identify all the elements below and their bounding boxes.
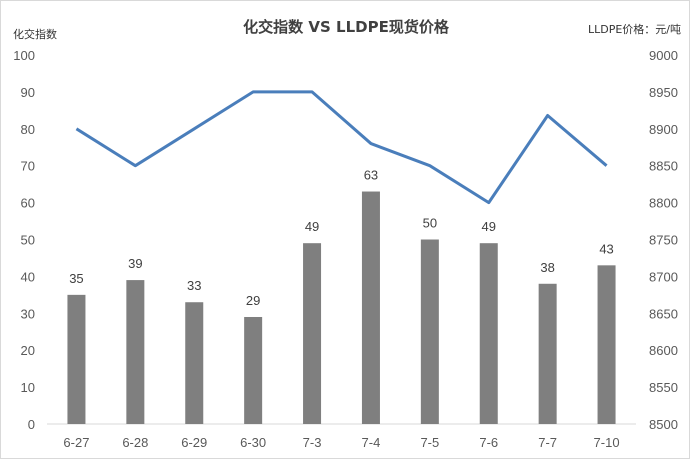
bar-data-labels: 35 39 33 29 49 63 50 49 38 43 bbox=[69, 168, 614, 308]
bar-data-label: 49 bbox=[305, 219, 319, 234]
chart-title: 化交指数 VS LLDPE现货价格 bbox=[243, 18, 450, 36]
right-tick-label: 8850 bbox=[649, 159, 678, 174]
bar-data-label: 39 bbox=[128, 256, 142, 271]
x-tick-label: 7-5 bbox=[420, 435, 439, 450]
left-tick-label: 70 bbox=[21, 159, 35, 174]
bar-series bbox=[67, 191, 616, 424]
left-tick-label: 40 bbox=[21, 269, 35, 284]
left-tick-label: 50 bbox=[21, 233, 35, 248]
left-tick-label: 10 bbox=[21, 380, 35, 395]
bar bbox=[479, 243, 498, 424]
bar-data-label: 33 bbox=[187, 278, 201, 293]
x-axis-ticks: 6-27 6-28 6-29 6-30 7-3 7-4 7-5 7-6 7-7 7-10 bbox=[63, 435, 619, 450]
left-axis-label: 化交指数 bbox=[13, 27, 57, 41]
right-tick-label: 8650 bbox=[649, 306, 678, 321]
left-tick-label: 100 bbox=[13, 48, 35, 63]
right-tick-label: 8750 bbox=[649, 233, 678, 248]
bar bbox=[126, 280, 145, 424]
right-tick-label: 8700 bbox=[649, 269, 678, 284]
right-axis-ticks: 8500 8550 8600 8650 8700 8750 8800 8850 8900 8950… bbox=[649, 48, 678, 432]
bar bbox=[361, 191, 380, 424]
x-tick-label: 6-29 bbox=[181, 435, 207, 450]
bar bbox=[67, 294, 86, 424]
left-tick-label: 20 bbox=[21, 343, 35, 358]
x-tick-label: 6-28 bbox=[122, 435, 148, 450]
right-tick-label: 8550 bbox=[649, 380, 678, 395]
x-tick-label: 6-27 bbox=[63, 435, 89, 450]
bar-data-label: 43 bbox=[599, 241, 613, 256]
bar bbox=[420, 239, 439, 424]
bar bbox=[303, 243, 322, 424]
line-series bbox=[75, 90, 608, 205]
bar bbox=[597, 265, 616, 424]
right-axis-label: LLDPE价格：元/吨 bbox=[588, 22, 681, 36]
bar-data-label: 63 bbox=[364, 168, 378, 183]
bar-data-label: 50 bbox=[423, 216, 437, 231]
right-tick-label: 8600 bbox=[649, 343, 678, 358]
x-tick-label: 7-10 bbox=[594, 435, 620, 450]
left-tick-label: 60 bbox=[21, 196, 35, 211]
right-tick-label: 8950 bbox=[649, 85, 678, 100]
bar-data-label: 49 bbox=[482, 219, 496, 234]
left-tick-label: 80 bbox=[21, 122, 35, 137]
bar-data-label: 38 bbox=[540, 260, 554, 275]
x-tick-label: 7-3 bbox=[303, 435, 322, 450]
bar bbox=[244, 316, 263, 424]
right-tick-label: 8800 bbox=[649, 196, 678, 211]
bar bbox=[185, 302, 204, 424]
bar-data-label: 29 bbox=[246, 293, 260, 308]
right-tick-label: 9000 bbox=[649, 48, 678, 63]
x-tick-label: 7-7 bbox=[538, 435, 557, 450]
bar-data-label: 35 bbox=[69, 271, 83, 286]
left-axis-ticks: 0 10 20 30 40 50 60 70 80 90 100 bbox=[13, 48, 35, 432]
right-tick-label: 8500 bbox=[649, 417, 678, 432]
price-line bbox=[75, 90, 608, 205]
left-tick-label: 0 bbox=[28, 417, 35, 432]
x-tick-label: 6-30 bbox=[240, 435, 266, 450]
left-tick-label: 90 bbox=[21, 85, 35, 100]
bar bbox=[538, 283, 557, 424]
left-tick-label: 30 bbox=[21, 306, 35, 321]
right-tick-label: 8900 bbox=[649, 122, 678, 137]
x-tick-label: 7-4 bbox=[362, 435, 381, 450]
x-tick-label: 7-6 bbox=[479, 435, 498, 450]
